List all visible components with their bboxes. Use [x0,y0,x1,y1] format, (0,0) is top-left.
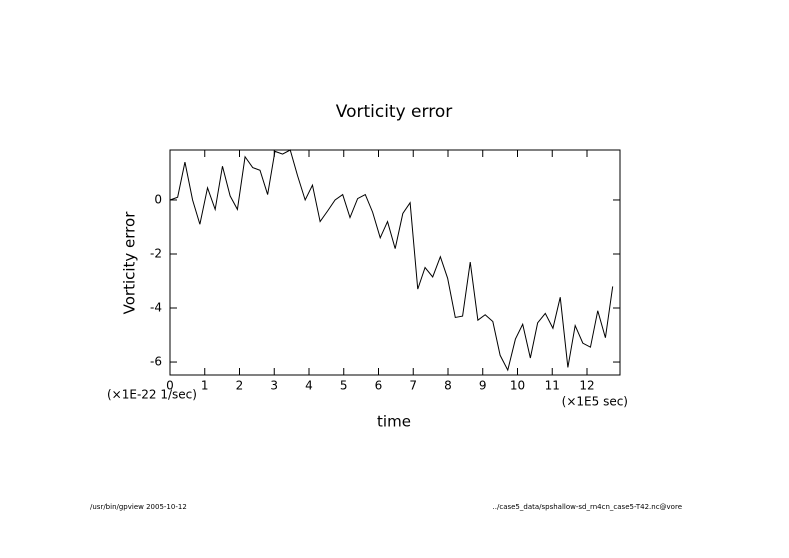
chart-title: Vorticity error [336,102,452,122]
x-tick-label: 11 [545,379,560,393]
x-tick-label: 1 [201,379,209,393]
x-tick-label: 12 [579,379,594,393]
y-tick-label: -2 [150,246,162,260]
x-tick-label: 7 [409,379,417,393]
y-units: (×1E-22 1/sec) [107,388,197,402]
x-axis-label: time [377,413,411,431]
x-tick-label: 6 [375,379,383,393]
footer-right: ../case5_data/spshallow-sd_rn4cn_case5-T… [493,503,682,511]
plot-frame [169,149,621,376]
y-axis-label: Vorticity error [121,211,139,315]
x-tick-label: 3 [270,379,278,393]
x-tick-label: 9 [479,379,487,393]
x-tick-label: 4 [305,379,313,393]
y-tick-label: -4 [150,301,162,315]
x-units: (×1E5 sec) [562,395,628,409]
x-tick-label: 5 [340,379,348,393]
x-tick-label: 8 [444,379,452,393]
data-line [169,149,614,372]
y-tick-label: 0 [154,192,162,206]
x-tick-label: 2 [236,379,244,393]
y-tick-label: -6 [150,355,162,369]
x-tick-label: 0 [166,379,174,393]
footer-left: /usr/bin/gpview 2005-10-12 [90,503,187,511]
x-tick-label: 10 [510,379,525,393]
